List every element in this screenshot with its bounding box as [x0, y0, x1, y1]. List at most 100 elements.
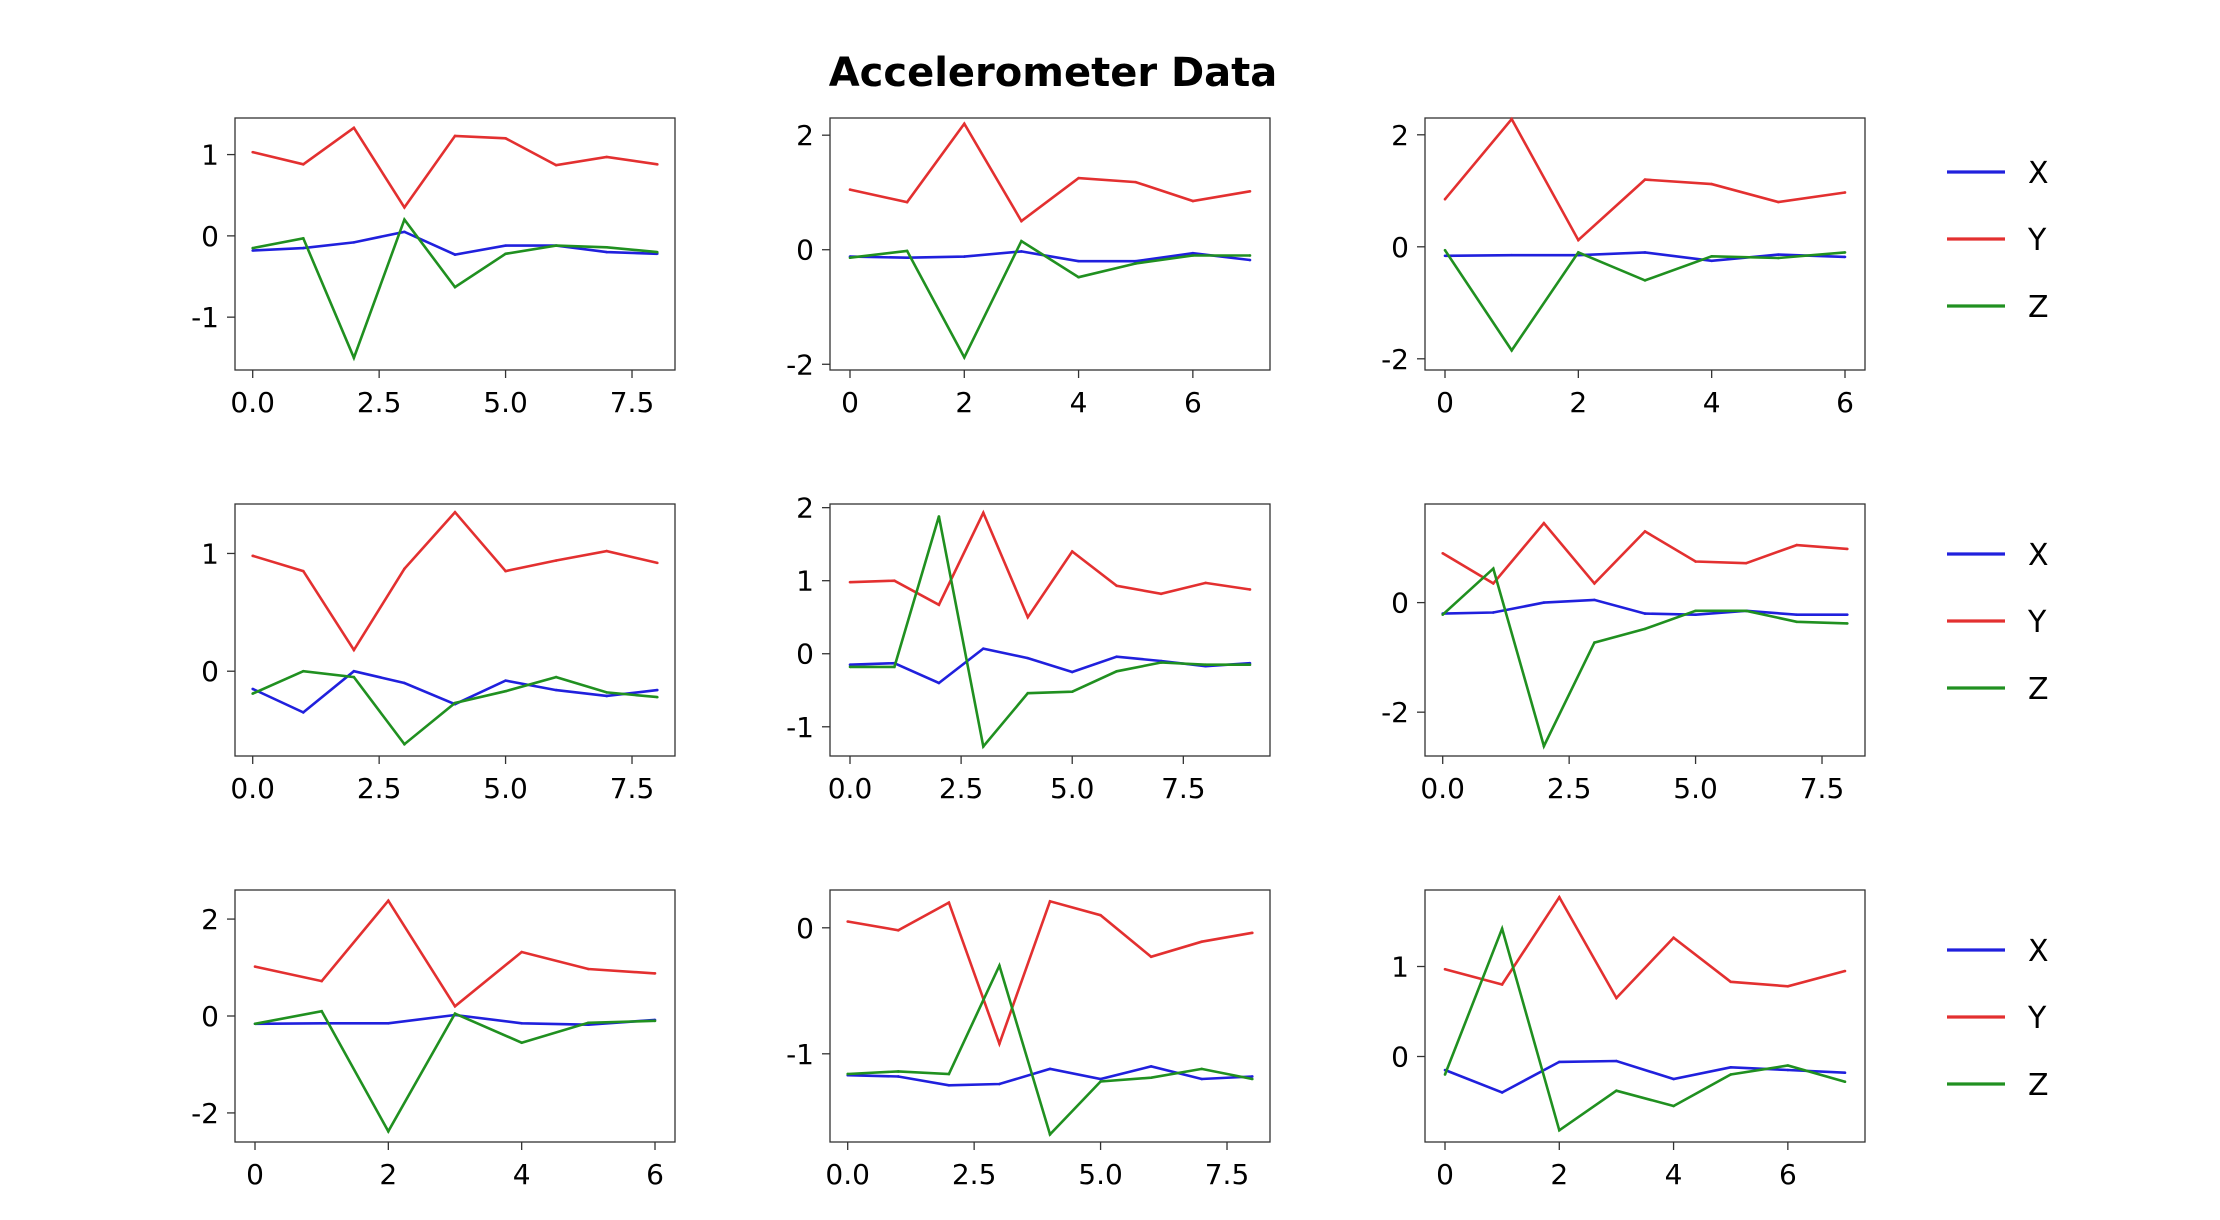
data-point-z: [1204, 663, 1207, 666]
x-tick-label: 7.5: [610, 386, 655, 419]
data-point-y: [655, 163, 659, 166]
data-point-z: [655, 695, 659, 699]
data-point-x: [403, 681, 406, 685]
y-tick-label: 0: [201, 1000, 219, 1033]
data-point-z: [962, 356, 966, 359]
data-point-z: [605, 691, 609, 694]
data-point-y: [453, 510, 457, 514]
data-point-z: [1443, 248, 1447, 252]
data-point-x: [352, 241, 356, 244]
data-point-x: [1250, 1075, 1254, 1078]
data-point-y: [1777, 200, 1780, 204]
data-point-y: [1204, 581, 1207, 585]
data-point-z: [1593, 641, 1596, 644]
data-point-y: [387, 899, 390, 902]
data-point-y: [1557, 895, 1561, 899]
subplot-5: 0.0 2.5 5.0 7.5 -1 0 1 2: [786, 492, 1271, 805]
plot-frame: [829, 889, 1271, 1143]
data-point-z: [453, 1012, 457, 1015]
data-point-z: [1077, 275, 1080, 279]
plot-frame: [234, 117, 676, 371]
data-point-x: [605, 694, 609, 698]
legend-label-y: Y: [2027, 605, 2047, 640]
data-point-y: [320, 979, 323, 983]
data-point-x: [1443, 254, 1447, 258]
y-tick-label: 2: [201, 903, 219, 936]
data-point-x: [301, 711, 305, 714]
y-tick-label: 2: [1391, 119, 1409, 152]
data-point-y: [998, 1042, 1001, 1046]
x-tick-label: 5.0: [483, 386, 528, 419]
y-tick-label: -2: [191, 1097, 219, 1130]
data-point-z: [453, 701, 457, 705]
x-tick-label: 2.5: [357, 386, 402, 419]
data-point-x: [1843, 255, 1847, 259]
data-point-y: [653, 972, 657, 975]
data-point-y: [1694, 560, 1697, 563]
data-point-y: [1020, 219, 1023, 223]
data-point-y: [1443, 197, 1447, 201]
data-point-z: [1441, 613, 1445, 616]
data-point-x: [301, 246, 305, 250]
data-point-x: [1149, 1065, 1153, 1068]
data-point-z: [1500, 927, 1504, 930]
data-point-z: [1491, 567, 1495, 570]
data-point-z: [998, 964, 1001, 967]
data-point-y: [1048, 900, 1052, 903]
data-point-x: [1070, 670, 1074, 674]
data-point-z: [1026, 691, 1030, 695]
x-tick-label: 0: [246, 1158, 264, 1191]
data-point-y: [1070, 550, 1074, 553]
data-point-y: [947, 901, 951, 904]
series-line-z: [1443, 924, 1846, 1133]
subplot-9: 0 2 4 6 0 1: [1391, 889, 1866, 1191]
plot-frame: [1424, 117, 1866, 371]
data-point-z: [301, 237, 305, 240]
y-tick-label: 0: [1391, 231, 1409, 264]
series-line-z: [850, 516, 1250, 750]
data-point-z: [846, 1072, 850, 1076]
data-point-x: [962, 255, 966, 258]
y-tick-label: 1: [201, 139, 219, 172]
data-point-x: [1593, 598, 1596, 602]
data-point-z: [587, 1021, 590, 1025]
data-point-z: [1615, 1089, 1618, 1092]
data-point-x: [251, 687, 255, 691]
data-point-y: [1643, 178, 1647, 181]
data-point-x: [1500, 1091, 1504, 1094]
data-point-x: [1099, 1077, 1102, 1081]
data-point-z: [655, 250, 659, 254]
data-point-y: [1159, 592, 1163, 596]
data-point-z: [1191, 254, 1195, 257]
data-point-y: [1026, 615, 1030, 619]
data-point-x: [554, 688, 558, 692]
data-point-y: [1744, 561, 1748, 565]
x-tick-label: 0.0: [828, 772, 873, 805]
legend-label-z: Z: [2028, 290, 2049, 325]
data-point-y: [1672, 936, 1675, 939]
data-point-y: [962, 122, 966, 126]
data-point-x: [1048, 1067, 1052, 1071]
data-point-y: [1643, 530, 1647, 533]
series-line-x: [1444, 1059, 1846, 1094]
data-point-x: [504, 679, 507, 682]
data-point-x: [655, 688, 659, 692]
x-tick-label: 2: [1550, 1158, 1568, 1191]
y-tick-label: 1: [1391, 951, 1409, 984]
data-point-z: [1510, 349, 1513, 352]
data-point-z: [253, 1022, 257, 1026]
x-tick-label: 4: [1665, 1158, 1683, 1191]
data-point-x: [1115, 655, 1118, 658]
x-tick-label: 6: [1779, 1158, 1797, 1191]
data-point-y: [352, 126, 356, 130]
data-point-z: [1643, 279, 1647, 282]
x-tick-label: 5.0: [1673, 772, 1718, 805]
x-tick-label: 0.0: [230, 386, 275, 419]
x-tick-label: 6: [1836, 386, 1854, 419]
data-point-z: [403, 218, 406, 221]
plot-frame: [1424, 889, 1866, 1143]
data-point-x: [905, 256, 909, 260]
data-point-z: [848, 256, 852, 260]
y-tick-label: -1: [191, 301, 219, 334]
